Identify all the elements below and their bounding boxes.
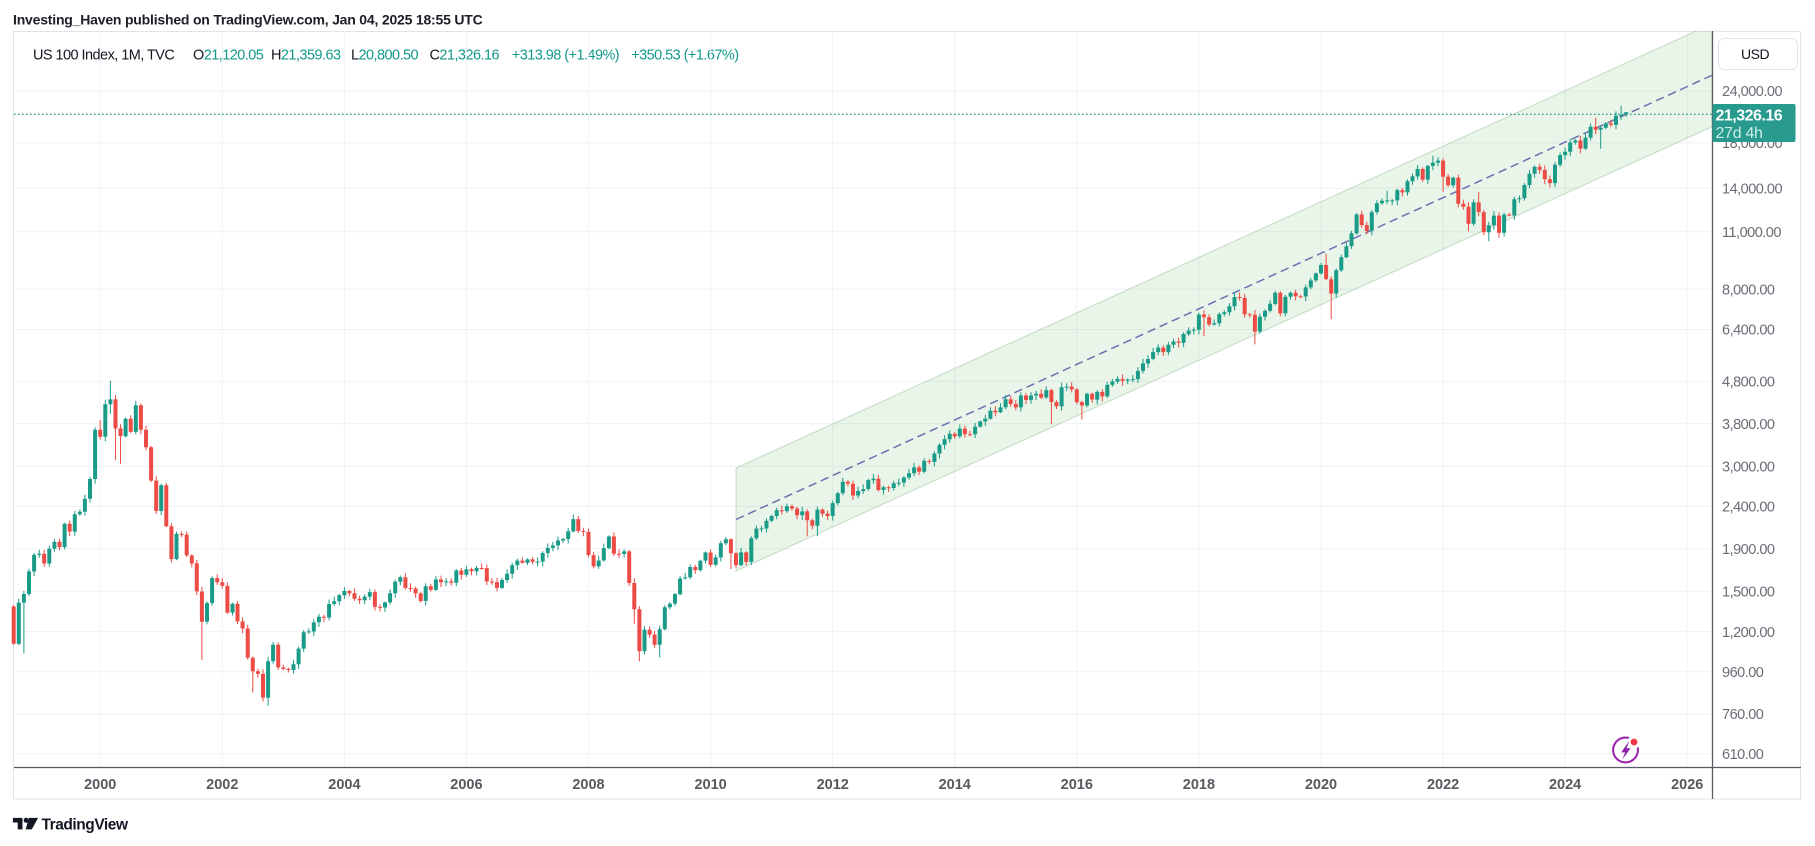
- svg-text:24,000.00: 24,000.00: [1722, 84, 1782, 100]
- svg-text:2022: 2022: [1427, 777, 1459, 793]
- svg-text:27d 4h: 27d 4h: [1716, 125, 1763, 142]
- svg-text:2008: 2008: [572, 777, 604, 793]
- svg-text:US 100 Index, 1M, TVC: US 100 Index, 1M, TVC: [33, 48, 174, 64]
- svg-text:2020: 2020: [1305, 777, 1337, 793]
- svg-text:760.00: 760.00: [1722, 707, 1764, 723]
- svg-text:8,000.00: 8,000.00: [1722, 283, 1775, 299]
- svg-text:3,800.00: 3,800.00: [1722, 417, 1775, 433]
- svg-text:C21,326.16: C21,326.16: [430, 48, 500, 64]
- svg-text:3,000.00: 3,000.00: [1722, 460, 1775, 476]
- svg-text:H21,359.63: H21,359.63: [271, 48, 341, 64]
- svg-text:2018: 2018: [1183, 777, 1215, 793]
- svg-text:2024: 2024: [1549, 777, 1581, 793]
- svg-text:USD: USD: [1741, 46, 1769, 62]
- svg-text:1,500.00: 1,500.00: [1722, 585, 1775, 601]
- svg-text:1,900.00: 1,900.00: [1722, 542, 1775, 558]
- svg-text:+313.98 (+1.49%): +313.98 (+1.49%): [512, 48, 619, 64]
- svg-text:O21,120.05: O21,120.05: [193, 48, 264, 64]
- svg-text:6,400.00: 6,400.00: [1722, 323, 1775, 339]
- svg-text:+350.53 (+1.67%): +350.53 (+1.67%): [631, 48, 738, 64]
- svg-text:2000: 2000: [84, 777, 116, 793]
- svg-text:2004: 2004: [328, 777, 360, 793]
- svg-text:2026: 2026: [1671, 777, 1703, 793]
- svg-text:Investing_Haven published on T: Investing_Haven published on TradingView…: [13, 12, 483, 28]
- svg-text:4,800.00: 4,800.00: [1722, 375, 1775, 391]
- svg-text:L20,800.50: L20,800.50: [351, 48, 419, 64]
- svg-text:11,000.00: 11,000.00: [1722, 225, 1781, 241]
- svg-text:TradingView: TradingView: [42, 817, 129, 834]
- svg-text:21,326.16: 21,326.16: [1716, 108, 1783, 125]
- svg-text:1,200.00: 1,200.00: [1722, 625, 1775, 641]
- svg-text:2,400.00: 2,400.00: [1722, 500, 1775, 516]
- svg-text:14,000.00: 14,000.00: [1722, 182, 1782, 198]
- svg-text:2002: 2002: [206, 777, 238, 793]
- svg-text:2010: 2010: [694, 777, 726, 793]
- svg-text:2012: 2012: [817, 777, 849, 793]
- svg-text:2014: 2014: [939, 777, 971, 793]
- svg-text:960.00: 960.00: [1722, 665, 1764, 681]
- svg-text:2016: 2016: [1061, 777, 1093, 793]
- svg-text:610.00: 610.00: [1722, 747, 1764, 763]
- svg-text:2006: 2006: [450, 777, 482, 793]
